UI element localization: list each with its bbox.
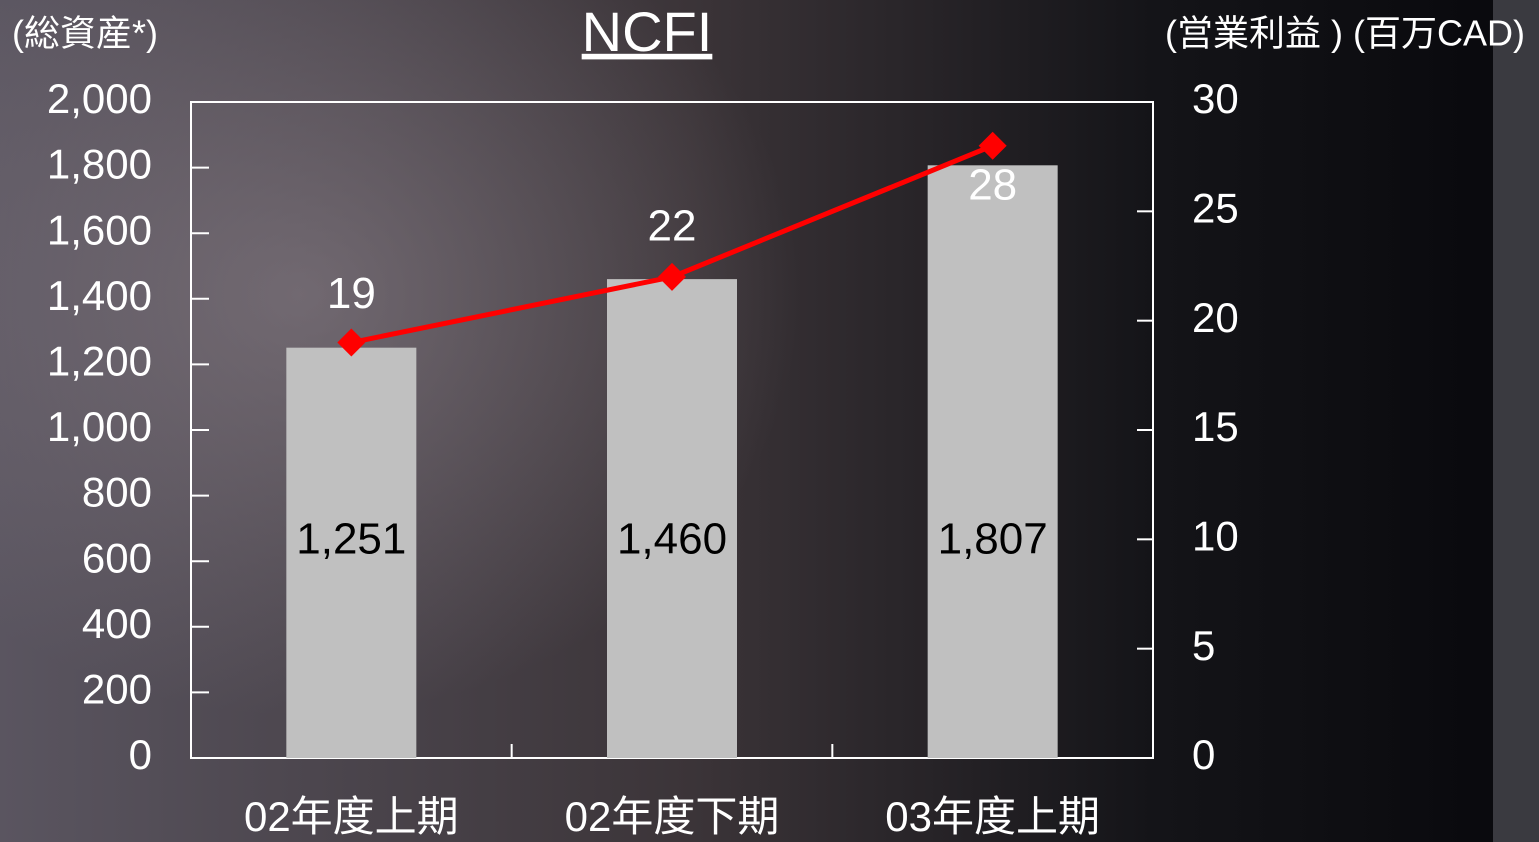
bar bbox=[927, 165, 1058, 758]
y-tick-label: 1,000 bbox=[47, 403, 152, 450]
line-value-label: 28 bbox=[968, 160, 1017, 209]
y2-tick-label: 25 bbox=[1192, 184, 1239, 231]
x-tick-label: 03年度上期 bbox=[885, 793, 1100, 840]
background-strip bbox=[1493, 0, 1539, 842]
y2-tick-label: 15 bbox=[1192, 403, 1239, 450]
y2-axis-label: (営業利益 ) (百万CAD) bbox=[1165, 13, 1525, 54]
line-value-label: 22 bbox=[648, 202, 697, 251]
bar-value-label: 1,460 bbox=[617, 515, 727, 564]
bar-value-label: 1,251 bbox=[296, 515, 406, 564]
y2-tick-label: 20 bbox=[1192, 294, 1239, 341]
y-tick-label: 1,400 bbox=[47, 272, 152, 319]
y2-tick-label: 0 bbox=[1192, 731, 1215, 778]
line-marker bbox=[337, 328, 366, 357]
y-tick-label: 1,200 bbox=[47, 337, 152, 384]
x-tick-label: 02年度下期 bbox=[565, 793, 780, 840]
background-glow bbox=[0, 0, 1000, 842]
y-tick-label: 800 bbox=[82, 469, 152, 516]
y-tick-label: 1,800 bbox=[47, 141, 152, 188]
line-value-label: 19 bbox=[327, 269, 376, 318]
y-tick-label: 200 bbox=[82, 665, 152, 712]
y-axis-label: (総資産*) bbox=[12, 13, 158, 54]
bar-value-label: 1,807 bbox=[938, 515, 1048, 564]
y2-tick-label: 10 bbox=[1192, 512, 1239, 559]
y-tick-label: 600 bbox=[82, 534, 152, 581]
y-tick-label: 2,000 bbox=[47, 75, 152, 122]
x-tick-label: 02年度上期 bbox=[244, 793, 459, 840]
line-marker bbox=[658, 262, 686, 291]
y-tick-label: 1,600 bbox=[47, 206, 152, 253]
y2-tick-label: 30 bbox=[1192, 75, 1239, 122]
line-marker bbox=[978, 131, 1007, 160]
y-tick-label: 0 bbox=[129, 731, 152, 778]
bar bbox=[607, 279, 737, 758]
chart-title: NCFI bbox=[582, 0, 713, 63]
y-tick-label: 400 bbox=[82, 600, 152, 647]
y2-tick-label: 5 bbox=[1192, 622, 1215, 669]
bar bbox=[286, 347, 417, 758]
